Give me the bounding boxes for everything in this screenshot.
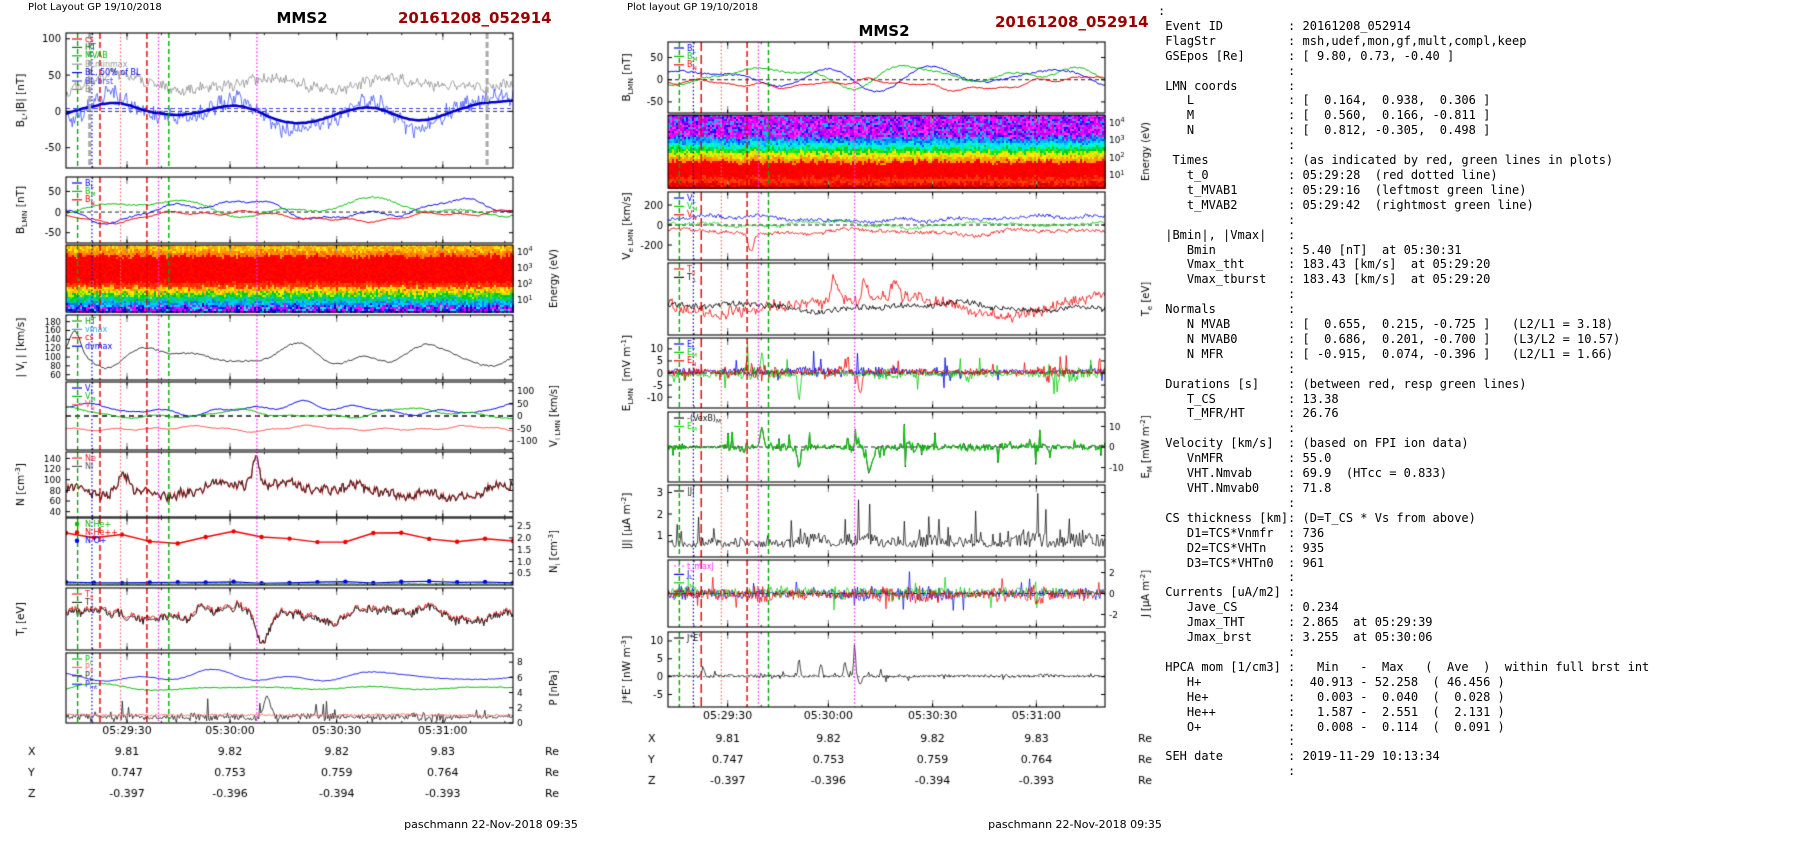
left-figure-event-id: 20161208_052914 (398, 9, 552, 27)
left-figure-title: MMS2 (276, 9, 328, 27)
left-figure-layout-label: Plot Layout GP 19/10/2018 (28, 2, 162, 13)
middle-figure-title: MMS2 (858, 22, 910, 40)
middle-figure-event-id: 20161208_052914 (995, 13, 1149, 31)
left-figure-footer: paschmann 22-Nov-2018 09:35 (404, 818, 578, 831)
middle-figure-footer: paschmann 22-Nov-2018 09:35 (988, 818, 1162, 831)
plots-canvas (0, 0, 1158, 841)
middle-figure-layout-label: Plot layout GP 19/10/2018 (627, 2, 759, 13)
info-panel: : Event ID : 20161208_052914 FlagStr : m… (1158, 4, 1650, 779)
